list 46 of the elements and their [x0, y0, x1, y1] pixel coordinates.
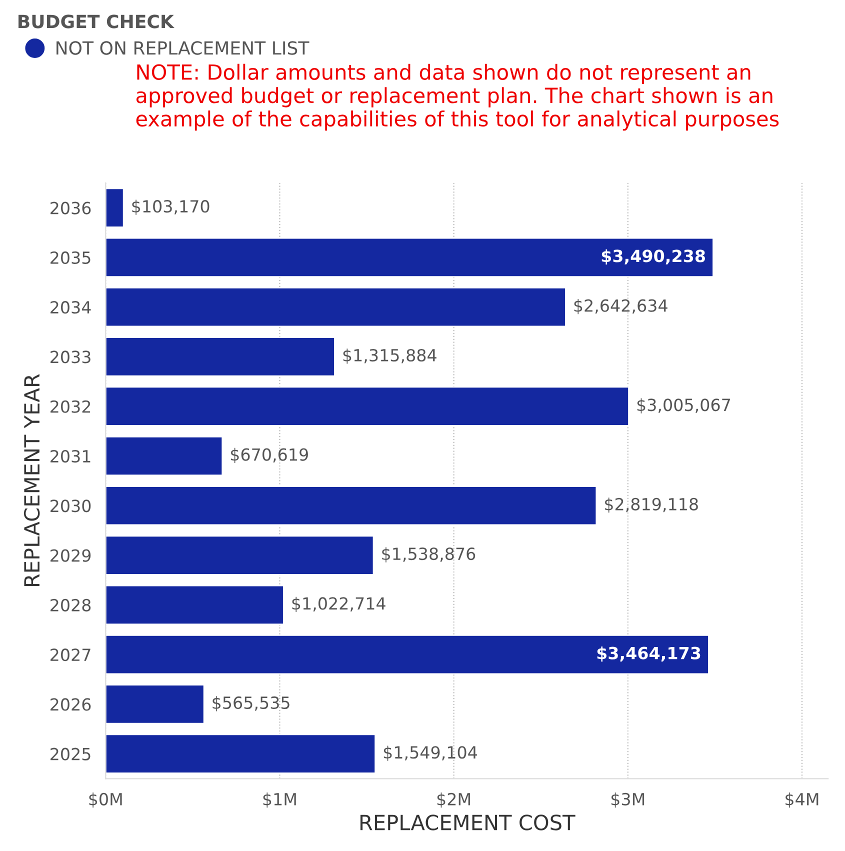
x-tick-label: $1M [263, 792, 296, 808]
data-label: $3,005,067 [637, 398, 730, 414]
y-tick-label: 2035 [50, 251, 90, 264]
data-label: $1,538,876 [382, 547, 476, 562]
bar [106, 336, 336, 377]
bar [106, 287, 566, 328]
x-axis-title: REPLACEMENT COST [360, 814, 576, 830]
bar [106, 386, 630, 426]
y-tick-label: 2034 [50, 301, 91, 314]
bar [106, 486, 598, 526]
data-label: $2,819,118 [605, 498, 698, 513]
data-label: $1,022,714 [292, 596, 386, 612]
data-label: $1,315,884 [343, 348, 436, 364]
y-tick-label: 2029 [50, 549, 91, 562]
bar [106, 188, 124, 228]
y-tick-label: 2027 [50, 648, 90, 662]
data-label: $670,619 [230, 448, 308, 464]
legend-label: NOT ON REPLACEMENT LIST [56, 41, 310, 55]
y-tick-label: 2028 [50, 598, 91, 612]
text: NOTE: Dollar amounts and data shown do not represent an approved budget or replacement plan. The chart shown is an example of the capabilities of this tool for analytical purposes [136, 64, 779, 131]
data-label: $3,464,173 [597, 646, 700, 662]
data-label: $3,490,238 [602, 249, 705, 264]
y-tick-label: 2032 [50, 400, 90, 413]
y-tick-label: 2031 [50, 450, 90, 463]
data-label: $565,535 [212, 696, 290, 712]
x-tick-label: $0M [89, 792, 122, 808]
x-tick-label: $2M [437, 792, 470, 808]
y-tick-label: 2036 [50, 202, 91, 214]
bar [106, 237, 714, 278]
bar [106, 734, 376, 774]
bar [106, 634, 710, 675]
legend-title: BUDGET CHECK [18, 14, 175, 28]
y-tick-label: 2030 [50, 500, 91, 512]
data-label: $1,549,104 [384, 746, 478, 761]
bar [106, 535, 374, 576]
bar [106, 584, 284, 625]
data-label: $103,170 [132, 200, 210, 215]
bar [106, 436, 224, 476]
bar [106, 684, 205, 724]
x-tick-label: $3M [611, 792, 644, 808]
y-tick-label: 2026 [50, 698, 91, 711]
y-axis-title: REPLACEMENT YEAR [24, 374, 40, 586]
y-tick-label: 2033 [50, 350, 90, 364]
x-tick-label: $4M [786, 792, 818, 808]
y-tick-label: 2025 [50, 748, 90, 760]
data-label: $2,642,634 [574, 299, 668, 314]
